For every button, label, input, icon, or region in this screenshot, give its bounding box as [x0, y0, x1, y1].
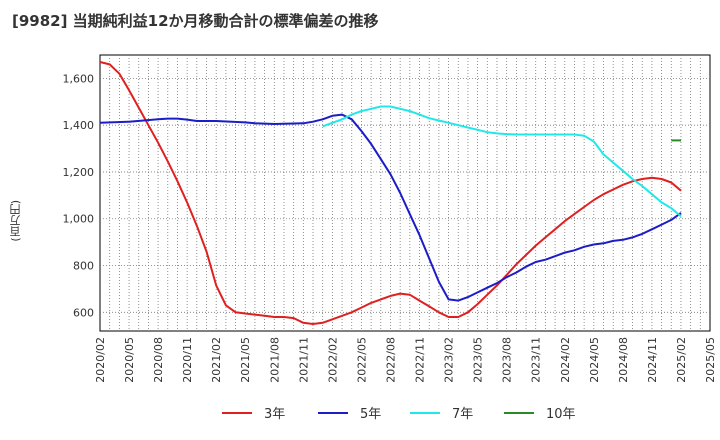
legend-label-0: 3年: [264, 407, 285, 422]
x-tick-label: 2025/05: [704, 337, 717, 383]
x-tick-label: 2021/02: [210, 337, 223, 383]
x-tick-label: 2023/08: [501, 337, 514, 383]
y-tick-label: 1,200: [63, 166, 95, 179]
x-tick-label: 2021/05: [239, 337, 252, 383]
y-tick-label: 1,400: [63, 119, 95, 132]
x-tick-label: 2024/11: [646, 337, 659, 383]
x-tick-label: 2022/05: [355, 337, 368, 383]
series-line-2: [322, 105, 682, 218]
y-tick-label: 800: [73, 260, 94, 273]
y-tick-label: 1,000: [63, 213, 95, 226]
legend-label-2: 7年: [452, 407, 473, 422]
grid-layer: [99, 54, 711, 332]
x-tick-label: 2023/05: [472, 337, 485, 383]
x-tick-label: 2023/02: [443, 337, 456, 383]
x-tick-label: 2021/08: [268, 337, 281, 383]
x-tick-label: 2022/08: [384, 337, 397, 383]
y-tick-label: 600: [73, 306, 94, 319]
x-tick-label: 2021/11: [297, 337, 310, 383]
x-tick-label: 2022/11: [414, 337, 427, 383]
series-layer: [99, 61, 682, 325]
x-tick-label: 2024/08: [617, 337, 630, 383]
series-line-0: [99, 61, 682, 325]
legend-label-3: 10年: [546, 407, 576, 422]
legend-label-1: 5年: [360, 407, 381, 422]
x-tick-label: 2024/05: [588, 337, 601, 383]
x-tick-label: 2020/05: [123, 337, 136, 383]
plot-frame: [99, 54, 711, 332]
x-tick-label: 2025/02: [675, 337, 688, 383]
chart-title: [9982] 当期純利益12か月移動合計の標準偏差の推移: [12, 12, 379, 30]
x-tick-label: 2023/11: [530, 337, 543, 383]
x-tick-label: 2020/11: [181, 337, 194, 383]
x-tick-label: 2022/02: [326, 337, 339, 383]
legend: 3年 5年 7年 10年: [222, 407, 576, 422]
y-tick-label: 1,600: [63, 72, 95, 85]
axis-layer: 600 800 1,000 1,200 1,400 1,600 2020/02 2020/05…: [63, 72, 718, 382]
x-tick-label: 2024/02: [559, 337, 572, 383]
x-tick-label: 2020/08: [152, 337, 165, 383]
series-line-1: [99, 113, 682, 302]
x-tick-label: 2020/02: [94, 337, 107, 383]
